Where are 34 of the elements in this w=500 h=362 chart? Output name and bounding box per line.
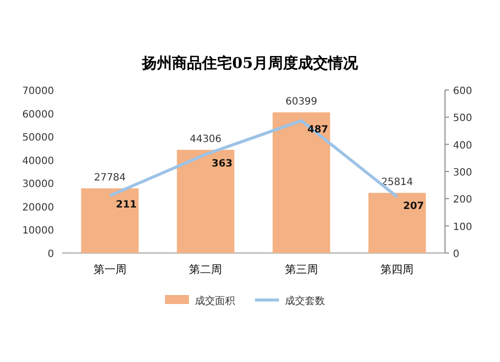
y2-tick-label: 100: [453, 222, 472, 233]
data-label: 25814: [381, 176, 414, 188]
y-tick-label: 0: [48, 249, 54, 260]
y2-tick-label: 500: [453, 113, 472, 124]
data-label: 487: [307, 124, 328, 136]
x-tick-label: 第三周: [284, 263, 318, 276]
data-label: 207: [403, 200, 424, 212]
y-tick-label: 60000: [22, 109, 54, 120]
y2-tick-label: 400: [453, 140, 472, 152]
y-tick-label: 30000: [22, 179, 54, 190]
legend-label: 成交面积: [195, 295, 235, 307]
bar: [81, 188, 139, 253]
y-tick-label: 40000: [22, 156, 54, 167]
data-label: 27784: [94, 172, 126, 184]
y2-tick-label: 0: [453, 249, 460, 260]
y-tick-label: 70000: [22, 86, 54, 97]
y-tick-label: 50000: [22, 132, 54, 144]
data-label: 44306: [190, 134, 222, 145]
y2-tick-label: 200: [453, 194, 472, 206]
bar: [272, 112, 330, 253]
y-tick-label: 20000: [22, 202, 54, 214]
bar: [368, 192, 426, 253]
chart-title: 扬州商品住宅05月周度成交情况: [141, 54, 359, 72]
bar: [176, 150, 234, 253]
legend-label: 成交套数: [285, 295, 325, 307]
y2-tick-label: 300: [453, 168, 472, 178]
data-label: 211: [116, 200, 137, 211]
data-label: 363: [212, 158, 233, 170]
y2-tick-label: 600: [453, 86, 472, 97]
x-tick-label: 第一周: [93, 263, 126, 276]
y-tick-label: 10000: [22, 226, 54, 237]
x-tick-label: 第四周: [380, 263, 414, 276]
data-label: 60399: [285, 96, 318, 108]
x-tick-label: 第二周: [189, 263, 222, 276]
